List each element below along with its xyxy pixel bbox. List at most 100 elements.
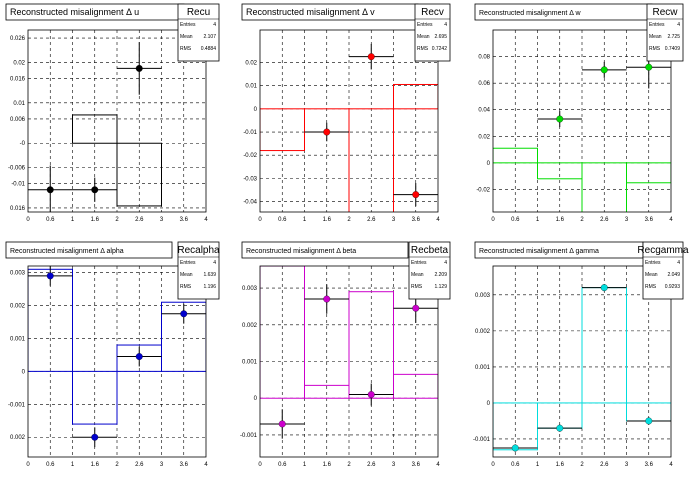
data-point — [91, 186, 99, 194]
x-tick-label: 3 — [160, 462, 164, 468]
plot-title: Reconstructed misalignment Δ w — [479, 10, 581, 17]
stats-value: 1.639 — [203, 272, 216, 278]
axes-frame — [27, 265, 207, 458]
x-tick-label: 2 — [347, 217, 351, 223]
plot-area — [28, 266, 206, 448]
stats-name: Recgamma — [637, 245, 689, 256]
x-tick-label: 1.6 — [91, 217, 100, 223]
data-point — [412, 304, 420, 312]
plot-area — [260, 266, 438, 439]
x-tick-label: 0 — [26, 217, 30, 223]
x-tick-label: 0.6 — [278, 462, 287, 468]
x-tick-label: 0.6 — [511, 462, 520, 468]
stats-label: Entries — [180, 260, 196, 266]
histogram-bin — [393, 83, 438, 110]
y-tick-label: -0.02 — [476, 187, 490, 193]
stats-value: 4 — [213, 260, 216, 266]
stats-name: Recu — [187, 7, 210, 18]
x-tick-label: 1 — [71, 462, 75, 468]
stats-label: RMS — [411, 284, 423, 290]
axes-frame — [492, 265, 672, 458]
stats-label: Entries — [645, 260, 661, 266]
y-tick-label: 0 — [254, 396, 258, 402]
y-tick-label: -0.001 — [240, 433, 258, 439]
y-tick-label: -0.01 — [11, 182, 25, 188]
x-tick-label: 1.6 — [323, 462, 332, 468]
x-tick-label: 2 — [115, 217, 119, 223]
stats-value: 4 — [677, 22, 680, 28]
histogram-bin — [72, 114, 118, 144]
axes-frame — [27, 29, 207, 213]
stats-value: 1.196 — [203, 284, 216, 290]
stats-label: Entries — [411, 260, 427, 266]
y-tick-label: -0.001 — [473, 437, 491, 443]
data-point — [323, 295, 331, 303]
x-tick-label: 2 — [580, 217, 584, 223]
histogram-bin — [581, 162, 627, 212]
data-point — [556, 115, 564, 123]
histogram-bin — [626, 162, 671, 184]
plot-title: Reconstructed misalignment Δ alpha — [10, 248, 124, 255]
stats-label: Entries — [649, 22, 665, 28]
x-tick-label: 0.6 — [511, 217, 520, 223]
x-tick-label: 0 — [258, 462, 262, 468]
x-tick-label: 0 — [491, 217, 495, 223]
y-tick-label: -0 — [20, 141, 26, 147]
stats-box — [408, 241, 451, 300]
x-tick-label: 0 — [258, 217, 262, 223]
title-box — [241, 241, 409, 259]
histogram-bin — [116, 142, 162, 207]
data-point — [645, 63, 653, 71]
stats-value: 0.7409 — [665, 46, 681, 52]
axes-frame — [492, 29, 672, 213]
histogram-panel: 0 0.6 1 1.6 2 2.6 3 3.6 4 0.003 0.002 0.001 0 -0.001 R… — [240, 241, 451, 468]
x-tick-label: 2.6 — [135, 462, 144, 468]
x-tick-label: 3.6 — [180, 217, 189, 223]
x-tick-label: 3.6 — [645, 217, 654, 223]
y-tick-label: -0.02 — [243, 153, 257, 159]
x-tick-label: 0 — [26, 462, 30, 468]
y-tick-label: 0 — [487, 161, 491, 167]
stats-label: RMS — [180, 284, 192, 290]
stats-value: 2.209 — [434, 272, 447, 278]
y-tick-label: 0.02 — [13, 60, 25, 66]
y-tick-label: 0.04 — [478, 108, 490, 114]
histogram-bin — [393, 373, 438, 399]
y-tick-label: 0 — [487, 401, 491, 407]
axes-frame — [259, 29, 439, 213]
data-point — [367, 53, 375, 61]
x-tick-label: 3.6 — [645, 462, 654, 468]
histogram-panel: 0 0.6 1 1.6 2 2.6 3 3.6 4 0.08 0.06 0.04 0.02 0 -0.02 R… — [474, 3, 684, 223]
stats-label: Mean — [411, 272, 424, 278]
histogram-bin — [72, 370, 118, 425]
data-point — [91, 433, 99, 441]
x-tick-label: 3 — [392, 462, 396, 468]
y-tick-label: 0.026 — [10, 36, 26, 42]
x-tick-label: 4 — [204, 462, 208, 468]
y-tick-label: 0.06 — [478, 81, 490, 87]
y-tick-label: 0.002 — [10, 304, 26, 310]
y-tick-label: 0 — [22, 369, 26, 375]
plot-area — [260, 43, 438, 212]
x-tick-label: 2.6 — [367, 462, 376, 468]
x-tick-label: 2.6 — [135, 217, 144, 223]
stats-name: Recbeta — [411, 245, 449, 256]
stats-value: 0.9293 — [665, 284, 681, 290]
data-point — [46, 186, 54, 194]
y-tick-label: 0.003 — [10, 271, 26, 277]
x-tick-label: 0 — [491, 462, 495, 468]
x-tick-label: 3.6 — [412, 217, 421, 223]
x-tick-label: 0.6 — [46, 217, 55, 223]
stats-label: Entries — [180, 22, 196, 28]
x-tick-label: 1 — [536, 462, 540, 468]
stats-value: 2.695 — [434, 34, 447, 40]
x-tick-label: 4 — [669, 217, 673, 223]
data-point — [412, 191, 420, 199]
x-tick-label: 0.6 — [46, 462, 55, 468]
x-tick-label: 1.6 — [91, 462, 100, 468]
y-tick-label: -0.03 — [243, 176, 257, 182]
plot-area — [493, 45, 671, 212]
data-point — [600, 284, 608, 292]
data-point — [645, 417, 653, 425]
